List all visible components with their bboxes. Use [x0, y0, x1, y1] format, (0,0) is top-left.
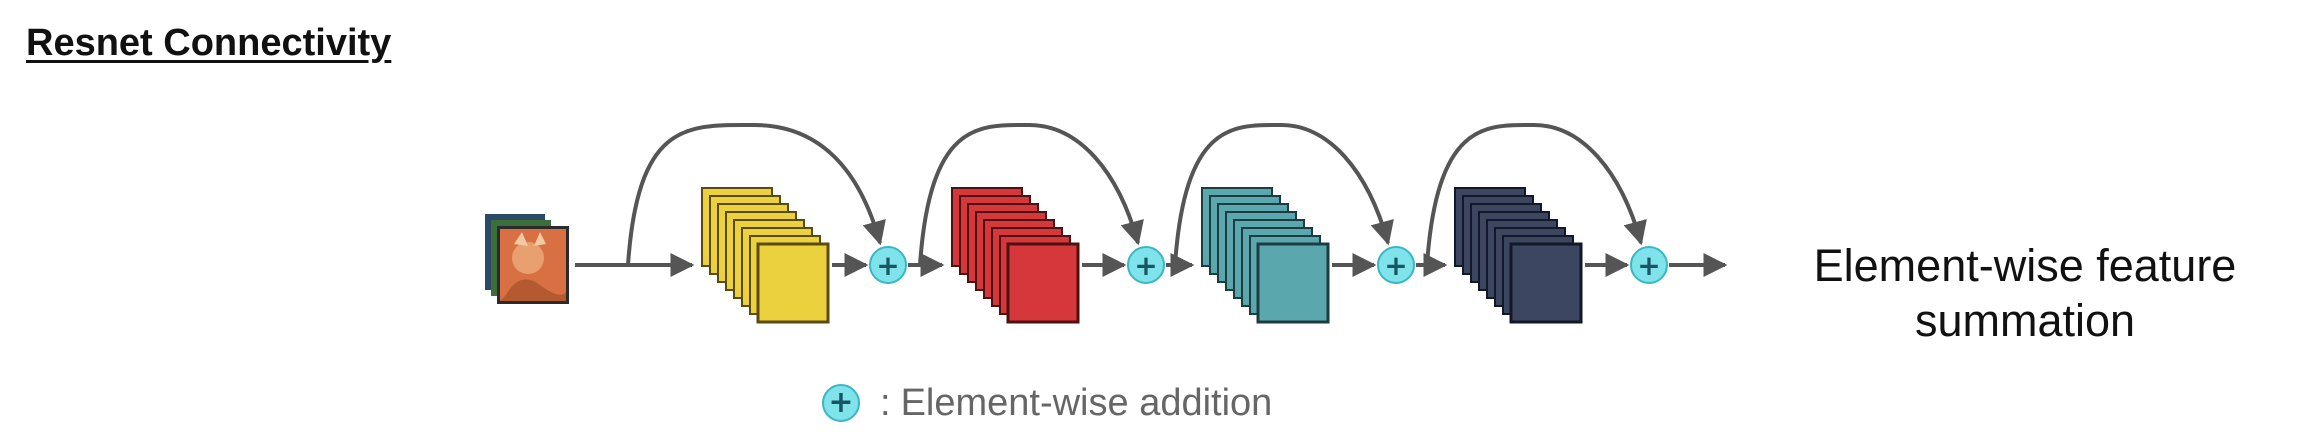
skip-connection-arrow [1425, 122, 1647, 266]
element-wise-addition-node: + [1377, 246, 1415, 284]
skip-connection-arrow [1173, 122, 1394, 266]
legend-separator: : [880, 381, 891, 424]
add-node-symbol: + [1134, 249, 1157, 282]
add-node-symbol: + [1637, 249, 1660, 282]
feature-map-front [1006, 242, 1080, 324]
input-image-icon [485, 214, 569, 304]
block-3 [1201, 187, 1330, 324]
feature-map-front [756, 242, 830, 324]
caption-line-2: summation [1914, 295, 2136, 346]
legend-label: Element-wise addition [900, 381, 1273, 424]
element-wise-addition-icon: + [822, 384, 860, 422]
block-2 [951, 187, 1080, 324]
caption: Element-wise feature summation [1790, 238, 2260, 348]
element-wise-addition-node: + [1127, 246, 1165, 284]
skip-connection-arrow [626, 122, 886, 266]
element-wise-addition-node: + [869, 246, 907, 284]
feature-map-front [1509, 242, 1583, 324]
caption-line-1: Element-wise feature [1813, 240, 2237, 291]
feature-map-front [1256, 242, 1330, 324]
add-node-circle [1127, 246, 1165, 284]
add-node-circle [1377, 246, 1415, 284]
legend: + : Element-wise addition [822, 378, 1272, 428]
skip-connection-arrow [918, 122, 1144, 266]
add-node-circle [869, 246, 907, 284]
page-title: Resnet Connectivity [26, 22, 392, 64]
add-node-symbol: + [1384, 249, 1407, 282]
block-4 [1454, 187, 1583, 324]
add-node-symbol: + [876, 249, 899, 282]
element-wise-addition-node: + [1630, 246, 1668, 284]
add-node-circle [1630, 246, 1668, 284]
block-1 [701, 187, 830, 324]
